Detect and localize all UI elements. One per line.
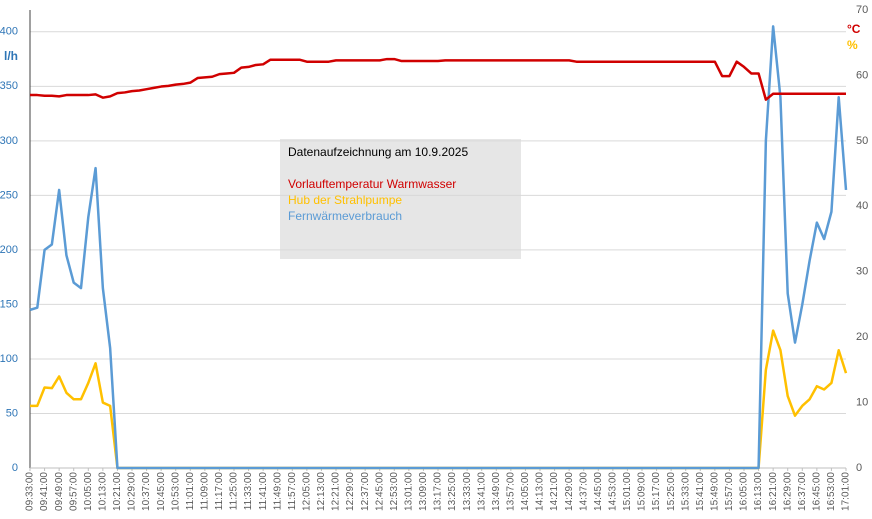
y2-tick-label: 10: [856, 396, 868, 408]
legend-entry: Fernwärmeverbrauch: [288, 209, 402, 223]
x-tick-label: 14:13:00: [535, 472, 546, 511]
x-tick-label: 11:09:00: [199, 472, 210, 511]
x-tick-label: 14:29:00: [564, 472, 575, 511]
y-tick-label: 100: [0, 353, 18, 365]
x-tick-label: 10:45:00: [156, 472, 167, 511]
y2-tick-label: 40: [856, 200, 868, 212]
y2-tick-label: 70: [856, 4, 868, 16]
x-tick-label: 11:57:00: [287, 472, 298, 511]
y-tick-label: 300: [0, 135, 18, 147]
y-tick-label: 400: [0, 26, 18, 38]
x-tick-label: 12:45:00: [374, 472, 385, 511]
y2-tick-label: 60: [856, 69, 868, 81]
x-tick-label: 11:17:00: [214, 472, 225, 511]
x-tick-label: 10:13:00: [97, 472, 108, 511]
y-tick-label: 350: [0, 80, 18, 92]
x-tick-label: 12:21:00: [331, 472, 342, 511]
y2-tick-label: 50: [856, 135, 868, 147]
x-tick-label: 12:53:00: [389, 472, 400, 511]
y-axis-label: l/h: [4, 49, 18, 63]
x-tick-label: 09:33:00: [25, 472, 36, 511]
series-line: [29, 25, 848, 470]
x-tick-label: 12:13:00: [316, 472, 327, 511]
x-tick-label: 12:29:00: [345, 472, 356, 511]
x-tick-label: 15:57:00: [724, 472, 735, 511]
y-tick-label: 50: [6, 407, 18, 419]
y-tick-label: 200: [0, 244, 18, 256]
x-tick-label: 16:37:00: [797, 472, 808, 511]
y2-tick-label: 0: [856, 462, 862, 474]
y-tick-label: 250: [0, 189, 18, 201]
x-tick-label: 13:41:00: [476, 472, 487, 511]
x-tick-label: 15:41:00: [695, 472, 706, 511]
x-tick-label: 15:25:00: [666, 472, 677, 511]
x-tick-label: 16:13:00: [753, 472, 764, 511]
legend-entry: Vorlauftemperatur Warmwasser: [288, 177, 456, 191]
x-tick-label: 13:25:00: [447, 472, 458, 511]
x-tick-label: 10:05:00: [83, 472, 94, 511]
x-tick-label: 16:21:00: [768, 472, 779, 511]
x-tick-label: 10:37:00: [141, 472, 152, 511]
x-tick-label: 16:45:00: [811, 472, 822, 511]
x-tick-label: 14:05:00: [520, 472, 531, 511]
x-tick-label: 16:53:00: [826, 472, 837, 511]
x-tick-label: 14:53:00: [607, 472, 618, 511]
x-tick-label: 13:17:00: [433, 472, 444, 511]
y-tick-label: 0: [12, 462, 18, 474]
x-tick-label: 13:01:00: [403, 472, 414, 511]
y2-axis-label: °C: [847, 22, 861, 36]
annotation: Datenaufzeichnung am 10.9.2025: [288, 145, 468, 159]
series-line: [30, 329, 848, 470]
x-tick-label: 14:37:00: [578, 472, 589, 511]
x-tick-label: 09:49:00: [54, 472, 65, 511]
x-tick-label: 10:29:00: [127, 472, 138, 511]
x-tick-label: 17:01:00: [841, 472, 852, 511]
x-tick-label: 10:21:00: [112, 472, 123, 511]
x-tick-label: 11:01:00: [185, 472, 196, 511]
x-tick-label: 15:09:00: [637, 472, 648, 511]
legend-entry: Hub der Strahlpumpe: [288, 193, 402, 207]
x-tick-label: 13:09:00: [418, 472, 429, 511]
series-line: [30, 57, 846, 101]
x-tick-label: 11:41:00: [258, 472, 269, 511]
annotation-box: [280, 139, 521, 259]
x-tick-label: 15:17:00: [651, 472, 662, 511]
x-tick-label: 13:49:00: [491, 472, 502, 511]
x-tick-label: 13:57:00: [505, 472, 516, 511]
x-tick-label: 15:49:00: [709, 472, 720, 511]
x-tick-label: 11:25:00: [229, 472, 240, 511]
x-tick-label: 09:57:00: [68, 472, 79, 511]
x-tick-label: 16:05:00: [739, 472, 750, 511]
x-tick-label: 09:41:00: [39, 472, 50, 511]
x-tick-label: 10:53:00: [170, 472, 181, 511]
x-tick-label: 12:37:00: [360, 472, 371, 511]
y2-tick-label: 20: [856, 331, 868, 343]
y2-tick-label: 30: [856, 266, 868, 278]
x-tick-label: 14:21:00: [549, 472, 560, 511]
x-tick-label: 13:33:00: [462, 472, 473, 511]
x-tick-label: 15:33:00: [680, 472, 691, 511]
x-tick-label: 11:33:00: [243, 472, 254, 511]
x-tick-label: 14:45:00: [593, 472, 604, 511]
x-tick-label: 16:29:00: [782, 472, 793, 511]
x-tick-label: 15:01:00: [622, 472, 633, 511]
x-tick-label: 11:49:00: [272, 472, 283, 511]
y-tick-label: 150: [0, 298, 18, 310]
x-tick-label: 12:05:00: [301, 472, 312, 511]
y2-axis-label: %: [847, 38, 858, 52]
